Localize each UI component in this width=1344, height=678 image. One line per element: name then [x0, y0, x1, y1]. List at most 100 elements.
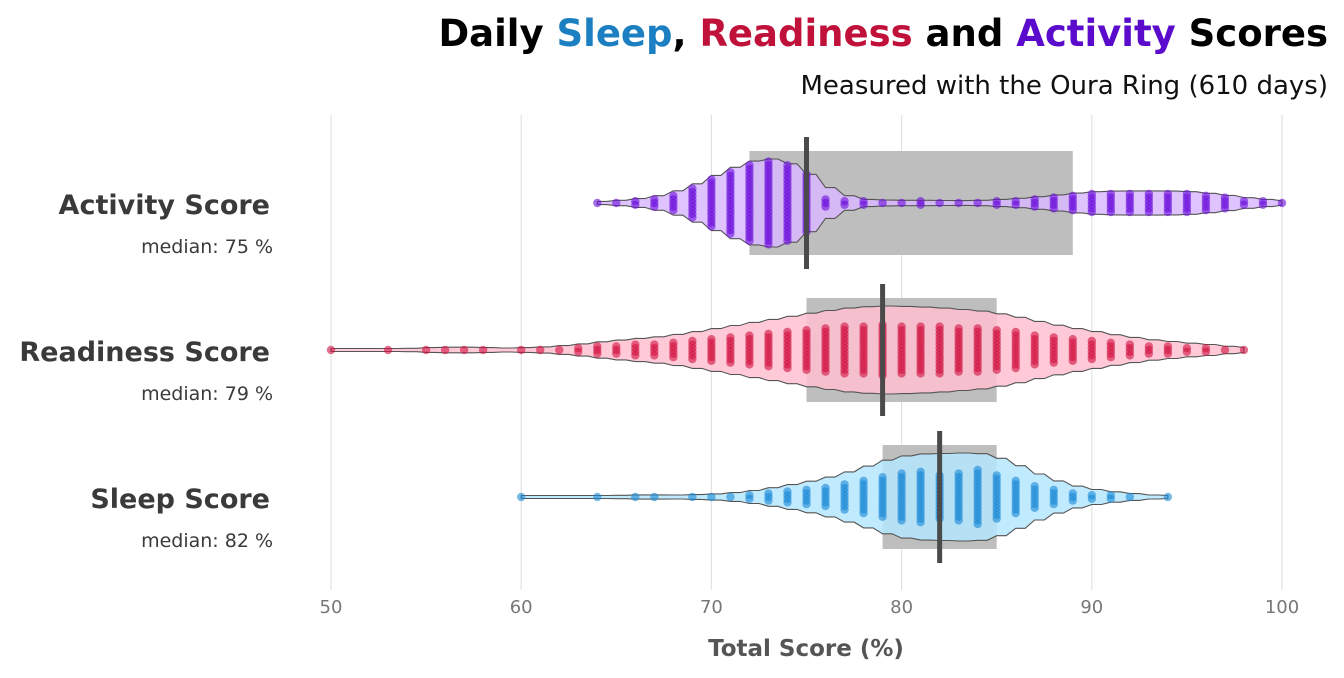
data-point-sleep-66: [631, 492, 640, 502]
data-point-sleep-94: [1163, 492, 1173, 502]
data-point-readiness-65: [612, 349, 621, 358]
x-tick-label-50: 50: [320, 597, 343, 618]
data-point-activity-68: [669, 206, 678, 215]
data-point-sleep-89: [1068, 496, 1077, 505]
data-point-activity-95: [1182, 207, 1192, 217]
data-point-readiness-76: [821, 367, 830, 376]
data-point-sleep-77: [840, 505, 849, 514]
data-point-readiness-88: [1049, 358, 1058, 367]
data-point-sleep-64: [593, 492, 602, 502]
x-tick-label-100: 100: [1265, 597, 1299, 618]
data-point-sleep-60: [517, 492, 526, 502]
data-point-readiness-72: [745, 360, 754, 369]
data-point-readiness-63: [574, 347, 583, 356]
x-axis-label: Total Score (%): [708, 636, 904, 662]
data-point-readiness-92: [1125, 351, 1135, 360]
data-point-activity-76: [821, 202, 830, 211]
violin-series: [326, 137, 1287, 563]
data-point-readiness-67: [650, 351, 659, 360]
data-point-activity-66: [631, 200, 640, 209]
data-point-sleep-91: [1106, 494, 1116, 503]
data-point-readiness-84: [973, 367, 982, 376]
data-point-sleep-84: [973, 519, 982, 529]
data-point-activity-86: [1011, 200, 1020, 209]
data-point-readiness-98: [1239, 345, 1249, 355]
data-point-activity-94: [1163, 207, 1173, 217]
x-tick-label-90: 90: [1080, 597, 1103, 618]
data-point-readiness-50: [326, 345, 336, 355]
data-point-readiness-96: [1201, 347, 1211, 356]
data-point-activity-74: [783, 236, 792, 245]
data-point-readiness-87: [1030, 360, 1039, 369]
data-point-sleep-88: [1049, 500, 1058, 509]
data-point-readiness-95: [1182, 347, 1192, 356]
data-point-sleep-79: [878, 512, 887, 521]
data-point-sleep-71: [726, 492, 735, 502]
data-point-sleep-86: [1011, 509, 1020, 518]
data-point-activity-91: [1106, 207, 1116, 217]
data-point-readiness-83: [954, 367, 963, 376]
data-point-activity-89: [1068, 206, 1077, 215]
data-point-activity-70: [707, 222, 716, 231]
series-activity: [593, 137, 1287, 269]
data-point-readiness-53: [383, 345, 393, 355]
x-tick-label-80: 80: [890, 597, 913, 618]
data-point-activity-87: [1030, 202, 1039, 211]
data-point-activity-79: [878, 198, 887, 208]
title-part-0: Daily: [438, 12, 556, 55]
data-point-readiness-82: [935, 369, 944, 378]
data-point-sleep-87: [1030, 503, 1039, 512]
data-point-activity-99: [1258, 200, 1268, 209]
data-point-sleep-69: [688, 492, 697, 502]
data-point-readiness-68: [669, 353, 678, 362]
data-point-readiness-97: [1220, 345, 1230, 355]
data-point-sleep-76: [821, 501, 830, 511]
chart-title: Daily Sleep, Readiness and Activity Scor…: [438, 12, 1328, 55]
data-point-readiness-56: [440, 345, 450, 355]
data-point-sleep-72: [745, 494, 754, 503]
data-point-readiness-94: [1163, 349, 1173, 358]
data-point-readiness-93: [1144, 349, 1154, 358]
data-point-activity-78: [859, 200, 868, 209]
data-point-activity-93: [1144, 207, 1154, 217]
series-readiness: [326, 284, 1249, 416]
data-point-sleep-74: [783, 498, 792, 507]
data-point-activity-100: [1277, 198, 1287, 208]
data-point-activity-77: [840, 200, 849, 209]
data-point-readiness-73: [764, 362, 773, 371]
data-point-activity-92: [1125, 207, 1135, 217]
data-point-activity-65: [612, 198, 621, 208]
data-point-readiness-90: [1087, 354, 1097, 364]
data-point-readiness-61: [536, 345, 545, 355]
data-point-sleep-78: [859, 509, 868, 518]
category-label-readiness: Readiness Score: [19, 337, 270, 368]
data-point-readiness-85: [992, 365, 1001, 374]
category-label-sleep: Sleep Score: [90, 484, 270, 515]
chart-subtitle: Measured with the Oura Ring (610 days): [800, 71, 1328, 101]
title-part-1: Sleep: [556, 12, 672, 55]
data-point-readiness-57: [459, 345, 469, 355]
data-point-activity-73: [764, 240, 773, 249]
title-part-4: and: [913, 12, 1017, 55]
data-point-activity-97: [1220, 204, 1230, 213]
title-part-3: Readiness: [699, 12, 912, 55]
data-point-readiness-70: [707, 356, 716, 365]
data-point-readiness-66: [631, 351, 640, 360]
data-point-sleep-73: [764, 496, 773, 505]
data-point-readiness-91: [1106, 353, 1116, 362]
data-point-sleep-81: [916, 518, 925, 527]
data-point-sleep-67: [650, 492, 659, 502]
data-point-readiness-74: [783, 363, 792, 373]
data-point-activity-88: [1049, 204, 1058, 213]
data-point-readiness-60: [517, 345, 526, 355]
data-point-readiness-64: [593, 349, 602, 358]
data-point-readiness-62: [555, 345, 564, 355]
data-point-activity-64: [593, 198, 602, 208]
data-point-readiness-69: [688, 354, 697, 364]
data-point-activity-98: [1239, 200, 1249, 209]
data-point-sleep-83: [954, 516, 963, 525]
data-point-readiness-81: [916, 369, 925, 378]
data-point-activity-83: [954, 198, 963, 208]
category-label-activity: Activity Score: [59, 190, 270, 221]
